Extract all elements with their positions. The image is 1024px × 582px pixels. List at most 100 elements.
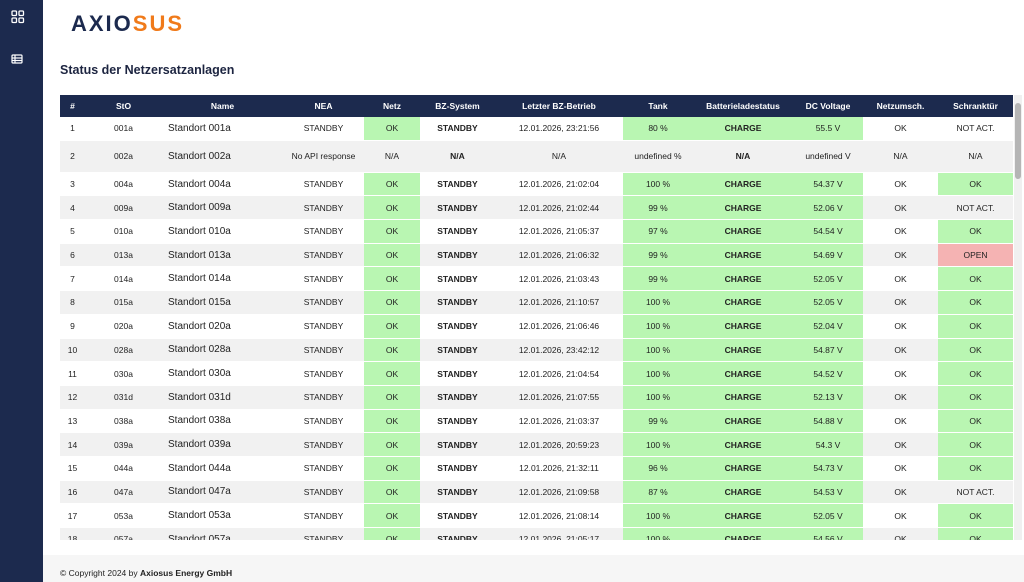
table-cell: STANDBY <box>283 503 364 528</box>
table-cell: 12.01.2026, 21:05:17 <box>495 527 623 540</box>
sidebar <box>0 0 43 582</box>
table-cell: OK <box>863 172 938 197</box>
table-cell: 031d <box>85 385 162 410</box>
table-cell: 12.01.2026, 21:07:55 <box>495 385 623 410</box>
table-cell: Standort 013a <box>162 243 283 268</box>
table-cell: 2 <box>60 140 85 173</box>
table-cell: OK <box>863 338 938 363</box>
table-cell: 001a <box>85 117 162 141</box>
table-cell: 12.01.2026, 21:05:37 <box>495 219 623 244</box>
column-header: BZ-System <box>420 95 495 117</box>
table-cell: STANDBY <box>283 338 364 363</box>
table-cell: OK <box>364 266 420 292</box>
table-cell: STANDBY <box>283 480 364 505</box>
table-cell: N/A <box>420 140 495 173</box>
table-cell: OK <box>364 480 420 505</box>
table-cell: CHARGE <box>693 432 793 457</box>
table-cell: Standort 053a <box>162 503 283 528</box>
table-cell: CHARGE <box>693 117 793 141</box>
table-row: 13 038a Standort 038a STANDBY OK STANDBY 12.01… <box>60 409 1013 434</box>
table-cell: 12 <box>60 385 85 410</box>
table-cell: 12.01.2026, 21:06:46 <box>495 314 623 339</box>
table-cell: CHARGE <box>693 480 793 505</box>
table-cell: 54.88 V <box>793 409 863 434</box>
table-cell: OK <box>863 243 938 268</box>
scrollbar[interactable] <box>1014 95 1022 540</box>
table-cell: OK <box>863 266 938 292</box>
table-row: 15 044a Standort 044a STANDBY OK STANDBY 12.01… <box>60 456 1013 481</box>
table-cell: 038a <box>85 409 162 434</box>
table-cell: STANDBY <box>420 432 495 457</box>
logo-left: AXIO <box>71 11 133 36</box>
table-cell: 12.01.2026, 21:04:54 <box>495 361 623 386</box>
table-cell: 54.54 V <box>793 219 863 244</box>
logo[interactable]: AXIOSUS <box>71 11 184 37</box>
table-cell: OK <box>863 195 938 221</box>
table-cell: 18 <box>60 527 85 540</box>
column-header: Name <box>162 95 283 117</box>
column-header: Tank <box>623 95 693 117</box>
table-cell: CHARGE <box>693 172 793 197</box>
table-cell: 11 <box>60 361 85 386</box>
table-cell: 52.13 V <box>793 385 863 410</box>
table-cell: STANDBY <box>283 456 364 481</box>
table-row: 10 028a Standort 028a STANDBY OK STANDBY 12.01… <box>60 338 1013 363</box>
table-row: 17 053a Standort 053a STANDBY OK STANDBY 12.01… <box>60 503 1013 528</box>
table-cell: STANDBY <box>420 219 495 244</box>
column-header: Schranktür <box>938 95 1013 117</box>
table-cell: OK <box>863 314 938 339</box>
table-cell: 004a <box>85 172 162 197</box>
table-row: 14 039a Standort 039a STANDBY OK STANDBY 12.01… <box>60 432 1013 457</box>
table-cell: STANDBY <box>420 361 495 386</box>
table-cell: 87 % <box>623 480 693 505</box>
table-row: 16 047a Standort 047a STANDBY OK STANDBY 12.01… <box>60 480 1013 505</box>
table-cell: 030a <box>85 361 162 386</box>
table-cell: OK <box>364 503 420 528</box>
table-cell: STANDBY <box>420 314 495 339</box>
table-cell: CHARGE <box>693 361 793 386</box>
table-cell: Standort 010a <box>162 219 283 244</box>
table-cell: 52.05 V <box>793 290 863 315</box>
table-cell: STANDBY <box>420 480 495 505</box>
table-cell: 100 % <box>623 385 693 410</box>
table-cell: STANDBY <box>420 456 495 481</box>
table-cell: STANDBY <box>420 195 495 221</box>
table-row: 12 031d Standort 031d STANDBY OK STANDBY 12.01… <box>60 385 1013 410</box>
table-cell: OK <box>364 117 420 141</box>
table-cell: OK <box>364 195 420 221</box>
table-cell: STANDBY <box>283 243 364 268</box>
table-cell: N/A <box>364 140 420 173</box>
table-cell: STANDBY <box>283 290 364 315</box>
scrollbar-thumb[interactable] <box>1015 103 1021 179</box>
table-cell: 10 <box>60 338 85 363</box>
table-cell: 5 <box>60 219 85 244</box>
table-cell: CHARGE <box>693 195 793 221</box>
table-cell: 80 % <box>623 117 693 141</box>
table-cell: 009a <box>85 195 162 221</box>
table-cell: 14 <box>60 432 85 457</box>
table-cell: undefined % <box>623 140 693 173</box>
table-cell: OK <box>938 314 1013 339</box>
table-cell: 17 <box>60 503 85 528</box>
table-cell: Standort 031d <box>162 385 283 410</box>
table-cell: 52.06 V <box>793 195 863 221</box>
table-cell: CHARGE <box>693 456 793 481</box>
table-icon[interactable] <box>11 54 23 64</box>
table-cell: 16 <box>60 480 85 505</box>
table-cell: OK <box>938 527 1013 540</box>
table-cell: OK <box>364 314 420 339</box>
table-cell: OK <box>863 409 938 434</box>
status-table: # StO Name NEA Netz BZ-System Letzter BZ-Betri… <box>60 95 1013 540</box>
table-cell: Standort 038a <box>162 409 283 434</box>
table-cell: STANDBY <box>420 172 495 197</box>
table-cell: Standort 044a <box>162 456 283 481</box>
table-cell: STANDBY <box>283 361 364 386</box>
table-cell: CHARGE <box>693 503 793 528</box>
table-cell: STANDBY <box>283 266 364 292</box>
table-cell: 002a <box>85 140 162 173</box>
dashboard-icon[interactable] <box>11 10 25 24</box>
table-cell: 020a <box>85 314 162 339</box>
table-cell: OK <box>364 338 420 363</box>
table-cell: Standort 028a <box>162 338 283 363</box>
table-cell: STANDBY <box>283 527 364 540</box>
